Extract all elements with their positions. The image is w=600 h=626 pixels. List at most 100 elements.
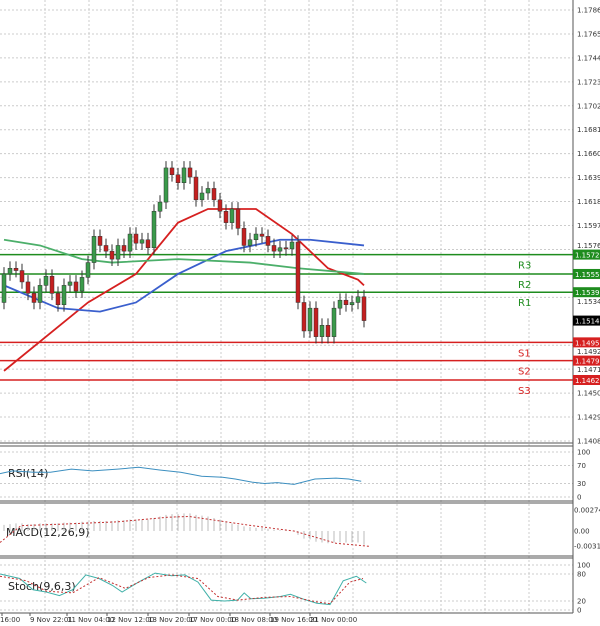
candle: [61, 285, 67, 305]
grid: [0, 0, 573, 613]
level-label-r2: R2: [518, 280, 531, 291]
candle: [289, 241, 295, 250]
candle: [67, 281, 73, 286]
price-tick-label: 1.15765: [577, 242, 600, 250]
level-label-s2: S2: [518, 367, 531, 378]
candle: [319, 325, 325, 337]
candle: [241, 228, 247, 246]
x-tick-label: 17 Nov 00:00: [189, 616, 236, 624]
stoch-tick-label: 0: [577, 607, 581, 615]
stoch-tick-label: 20: [577, 598, 586, 606]
rsi-line: [0, 466, 362, 485]
price-tick-label: 1.17235: [577, 78, 600, 86]
level-label-s3: S3: [518, 386, 531, 397]
price-tick-label: 1.15975: [577, 222, 600, 230]
level-price-tag: [573, 355, 600, 366]
level-price-tag: [573, 268, 600, 279]
candle: [55, 293, 61, 305]
rsi-tick-label: 0: [577, 494, 581, 502]
x-tick-label: 21 Nov 00:00: [310, 616, 357, 624]
price-tick-label: 1.14715: [577, 366, 600, 374]
candle: [217, 199, 223, 212]
candle: [163, 167, 169, 203]
candle: [313, 307, 319, 337]
price-tick-label: 1.16815: [577, 126, 600, 134]
level-price-label: 1.15550: [575, 271, 600, 279]
price-tick-label: 1.16605: [577, 150, 600, 158]
candle: [253, 233, 259, 241]
candle: [13, 268, 19, 271]
candle: [79, 277, 85, 292]
candle: [193, 176, 199, 201]
level-price-tag: [573, 287, 600, 298]
level-label-s1: S1: [518, 348, 531, 359]
level-price-tag: [573, 374, 600, 385]
candle: [349, 302, 355, 305]
rsi-tick-label: 30: [577, 480, 586, 488]
candle: [361, 296, 367, 321]
macd-panel: MACD(12,26,9): [0, 513, 370, 547]
candle: [1, 273, 7, 303]
candle: [19, 270, 25, 283]
candle: [127, 233, 133, 252]
stoch-tick-label: 80: [577, 571, 586, 579]
candle: [187, 167, 193, 178]
candle: [115, 245, 121, 260]
rsi-panel: RSI(14): [0, 451, 573, 498]
level-price-label: 1.14620: [575, 377, 600, 385]
candle: [211, 188, 217, 201]
candle: [307, 307, 313, 332]
level-price-label: 1.14950: [575, 339, 600, 347]
candle: [169, 167, 175, 176]
stoch-tick-label: 100: [577, 562, 590, 570]
candle: [151, 210, 157, 248]
price-tick-label: 1.14295: [577, 414, 600, 422]
price-tick-label: 1.17025: [577, 102, 600, 110]
x-tick-label: 9 Nov 22:01: [30, 616, 73, 624]
current-price-tag: [573, 315, 600, 326]
candle: [37, 285, 43, 303]
candle: [145, 239, 151, 248]
x-tick-label: 18 Nov 08:00: [230, 616, 277, 624]
macd-tick-label: 0.002742: [574, 507, 600, 515]
macd-title: MACD(12,26,9): [6, 526, 90, 539]
candle: [49, 275, 55, 294]
level-label-r1: R1: [518, 298, 531, 309]
candle: [97, 236, 103, 246]
stoch-panel: Stoch(9,6,3): [0, 564, 573, 611]
level-price-tag: [573, 249, 600, 260]
candle: [235, 208, 241, 229]
x-tick-label: 12 Nov 12:00: [107, 616, 154, 624]
candle: [247, 239, 253, 246]
candle: [85, 262, 91, 278]
candle: [295, 241, 301, 303]
price-tick-label: 1.17865: [577, 7, 600, 15]
rsi-tick-label: 70: [577, 462, 586, 470]
candle: [271, 245, 277, 252]
candle: [31, 293, 37, 303]
candle: [265, 236, 271, 246]
price-tick-label: 1.14085: [577, 438, 600, 446]
price-panel: R3 R2 R1 S1 S2 S3: [0, 161, 573, 397]
candle: [283, 247, 289, 250]
candle: [277, 247, 283, 252]
level-price-tag: [573, 337, 600, 348]
candle: [325, 325, 331, 337]
candle: [337, 299, 343, 309]
candle: [91, 236, 97, 263]
price-tick-label: 1.16185: [577, 198, 600, 206]
price-tick-label: 1.14925: [577, 348, 600, 356]
candle: [121, 245, 127, 252]
rsi-tick-label: 100: [577, 449, 590, 457]
candle: [229, 208, 235, 223]
candle: [205, 188, 211, 194]
candle: [175, 174, 181, 183]
x-tick-label: 19 Nov 16:00: [270, 616, 317, 624]
candle: [343, 299, 349, 305]
candle: [109, 250, 115, 260]
rsi-title: RSI(14): [8, 467, 48, 480]
